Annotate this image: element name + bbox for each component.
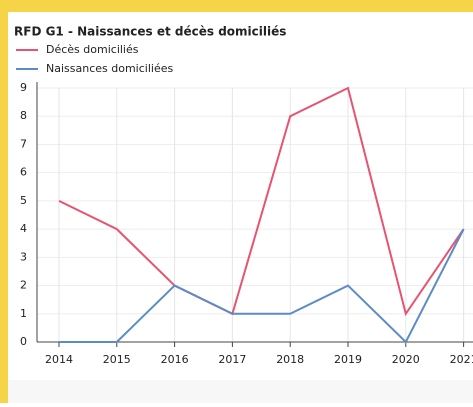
y-tick-label: 1 bbox=[20, 307, 27, 320]
series-line bbox=[59, 228, 465, 344]
x-tick-label: 2016 bbox=[161, 353, 189, 366]
y-tick-label: 9 bbox=[20, 81, 27, 94]
panel bbox=[8, 12, 473, 403]
x-tick-label: 2014 bbox=[45, 353, 73, 366]
x-tick-label: 2020 bbox=[392, 353, 420, 366]
y-tick-label: 8 bbox=[20, 109, 27, 122]
y-tick-label: 6 bbox=[20, 166, 27, 179]
y-tick-label: 2 bbox=[20, 279, 27, 292]
y-tick-label: 3 bbox=[20, 250, 27, 263]
legend-label: Naissances domiciliées bbox=[46, 62, 173, 75]
y-tick-label: 0 bbox=[20, 335, 27, 348]
y-tick-label: 7 bbox=[20, 137, 27, 150]
x-tick-label: 2018 bbox=[276, 353, 304, 366]
x-tick-label: 2021 bbox=[450, 353, 473, 366]
y-tick-label: 5 bbox=[20, 194, 27, 207]
footer-band bbox=[8, 380, 473, 403]
x-tick-label: 2019 bbox=[334, 353, 362, 366]
chart-title: RFD G1 - Naissances et décès domiciliés bbox=[14, 25, 286, 39]
series-line bbox=[58, 86, 465, 317]
y-tick-label: 4 bbox=[20, 222, 27, 235]
legend-label: Décès domiciliés bbox=[46, 43, 139, 56]
x-tick-label: 2015 bbox=[103, 353, 131, 366]
x-tick-label: 2017 bbox=[218, 353, 246, 366]
